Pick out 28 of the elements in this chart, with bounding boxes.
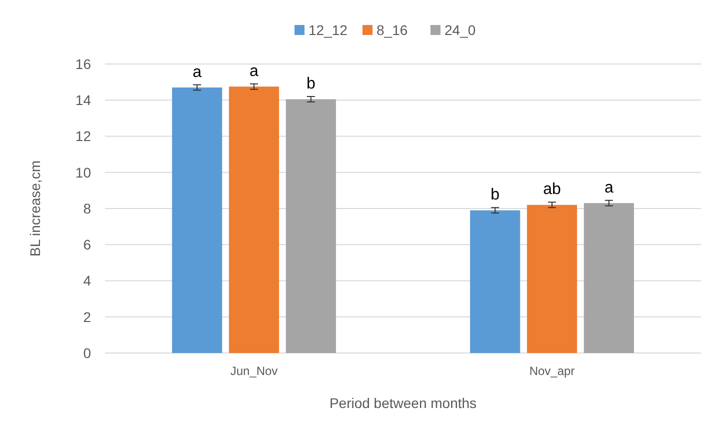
y-tick-label: 12 — [75, 128, 92, 144]
data-label: a — [604, 179, 614, 196]
y-tick-label: 0 — [83, 344, 92, 361]
legend-label: 12_12 — [308, 22, 348, 38]
bar — [286, 99, 336, 353]
data-label: b — [490, 186, 500, 204]
y-tick-label: 6 — [83, 236, 92, 253]
x-tick-label: Nov_apr — [529, 364, 575, 378]
y-axis-title: BL increase,cm — [27, 160, 43, 256]
bar — [526, 204, 578, 353]
y-tick-label: 16 — [75, 56, 92, 72]
bar — [228, 86, 280, 353]
y-tick-label: 10 — [75, 164, 92, 180]
x-tick-label: Jun_Nov — [230, 364, 278, 378]
y-tick-label: 14 — [75, 92, 92, 108]
y-tick-label: 8 — [83, 200, 92, 216]
data-label: a — [250, 62, 259, 80]
legend-label: 24_0 — [444, 22, 476, 38]
data-label: a — [192, 64, 202, 81]
data-label: ab — [543, 181, 561, 198]
data-label: b — [306, 76, 316, 93]
y-tick-label: 2 — [83, 308, 92, 325]
bar — [584, 203, 634, 353]
x-axis-title: Period between months — [329, 395, 477, 411]
legend-label: 8_16 — [376, 22, 408, 38]
y-tick-label: 4 — [83, 272, 92, 289]
bar — [172, 87, 222, 353]
bar — [470, 210, 520, 353]
